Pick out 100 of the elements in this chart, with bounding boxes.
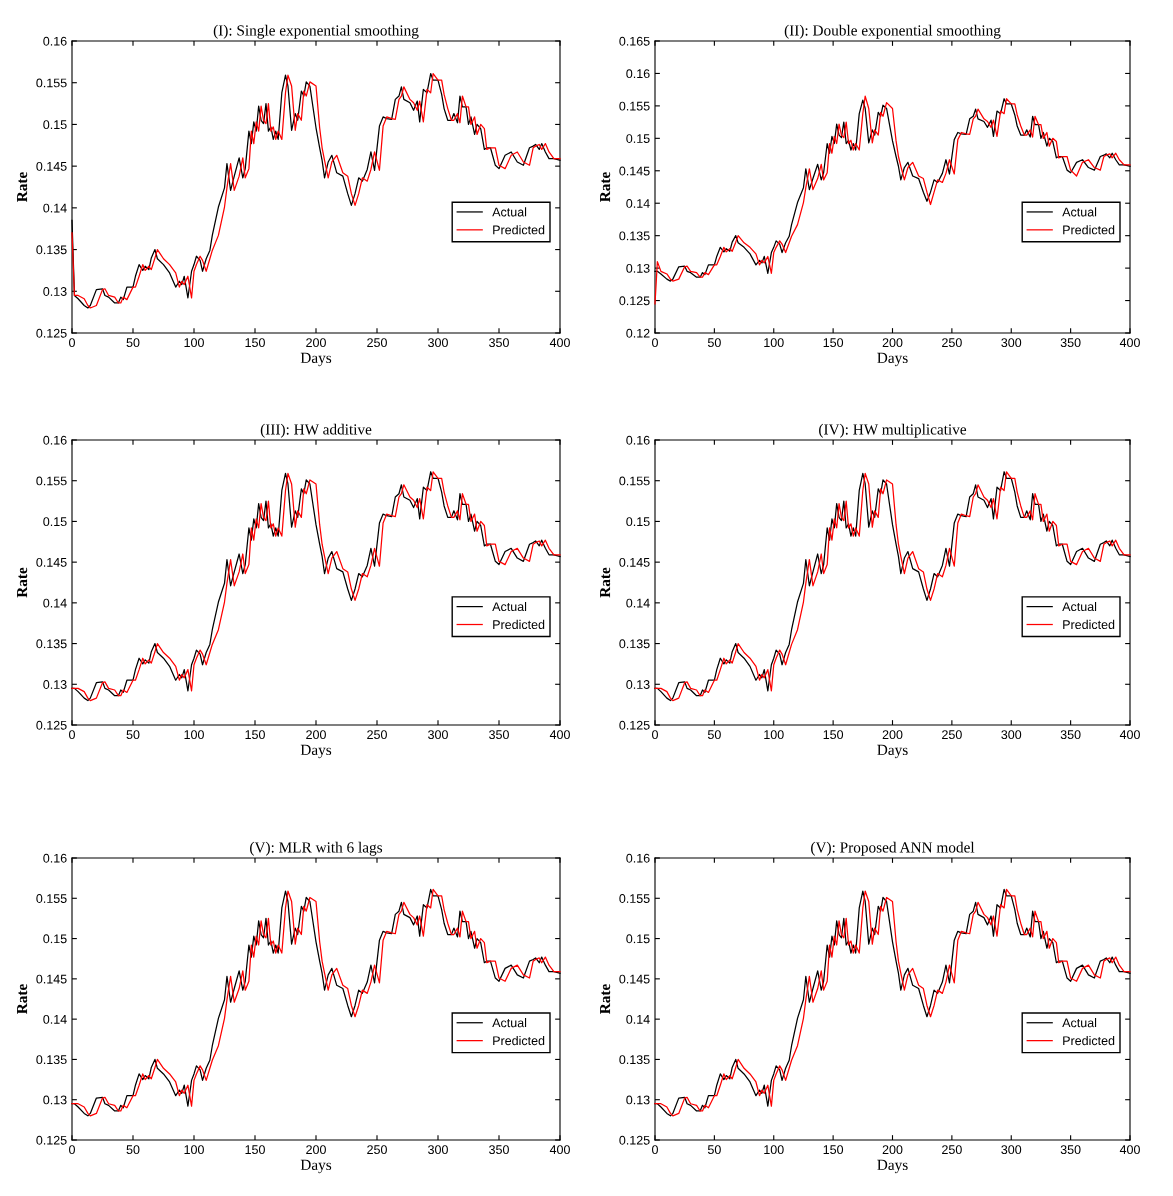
y-tick-label: 0.125 xyxy=(619,296,650,306)
x-tick-label: 350 xyxy=(1060,338,1081,348)
y-tick-label: 0.125 xyxy=(36,1135,67,1145)
x-tick-label: 400 xyxy=(1119,338,1140,348)
x-tick-label: 150 xyxy=(245,730,265,740)
y-tick-label: 0.12 xyxy=(626,328,650,338)
x-tick-label: 350 xyxy=(489,730,509,740)
x-axis-title: Days xyxy=(877,1159,908,1174)
y-tick-label: 0.135 xyxy=(619,639,650,649)
x-axis-title: Days xyxy=(877,744,908,759)
y-tick-label: 0.16 xyxy=(43,853,67,863)
legend-label: Predicted xyxy=(1063,619,1115,630)
legend-label: Actual xyxy=(492,1018,527,1028)
x-tick-label: 0 xyxy=(69,1145,75,1155)
x-tick-label: 400 xyxy=(549,730,570,740)
legend-label: Predicted xyxy=(1063,1035,1115,1046)
legend-label: Predicted xyxy=(1063,225,1115,235)
y-tick-label: 0.16 xyxy=(43,435,67,445)
chart-title: (II): Double exponential smoothing xyxy=(784,24,1001,39)
y-tick-label: 0.155 xyxy=(619,894,650,903)
x-tick-label: 200 xyxy=(306,730,326,740)
y-tick-label: 0.16 xyxy=(626,69,650,79)
y-tick-label: 0.165 xyxy=(619,36,650,46)
y-tick-label: 0.145 xyxy=(36,557,67,567)
x-tick-label: 0 xyxy=(652,730,658,740)
y-tick-label: 0.14 xyxy=(43,598,67,608)
x-tick-label: 350 xyxy=(489,1145,509,1155)
chart-title: (III): HW additive xyxy=(260,423,372,438)
x-tick-label: 350 xyxy=(1060,1145,1081,1155)
x-tick-label: 100 xyxy=(184,1145,204,1155)
x-tick-label: 50 xyxy=(126,1145,140,1155)
legend-label: Actual xyxy=(492,207,527,217)
x-tick-label: 300 xyxy=(1001,1145,1022,1155)
x-tick-label: 50 xyxy=(126,730,140,740)
x-tick-label: 50 xyxy=(707,1145,721,1155)
x-axis-title: Days xyxy=(300,352,332,367)
y-tick-label: 0.125 xyxy=(619,720,650,730)
y-tick-label: 0.155 xyxy=(619,101,650,111)
x-tick-label: 150 xyxy=(823,338,844,348)
chart-title: (I): Single exponential smoothing xyxy=(213,24,419,39)
x-tick-label: 300 xyxy=(428,730,448,740)
y-tick-label: 0.14 xyxy=(626,1014,650,1024)
y-tick-label: 0.15 xyxy=(626,134,650,143)
y-tick-label: 0.16 xyxy=(626,853,650,863)
x-tick-label: 400 xyxy=(1119,730,1140,740)
legend-label: Actual xyxy=(1062,1018,1097,1028)
chart-title: (V): Proposed ANN model xyxy=(811,841,975,856)
y-tick-label: 0.13 xyxy=(43,287,67,296)
x-tick-label: 250 xyxy=(367,730,387,740)
x-axis-title: Days xyxy=(877,352,908,367)
y-tick-label: 0.14 xyxy=(43,1014,67,1024)
x-tick-label: 350 xyxy=(1060,730,1081,740)
x-tick-label: 250 xyxy=(367,1145,387,1155)
y-tick-label: 0.145 xyxy=(36,974,67,984)
legend-label: Actual xyxy=(1062,601,1097,612)
y-tick-label: 0.155 xyxy=(36,78,67,88)
x-tick-label: 100 xyxy=(764,730,784,740)
x-tick-label: 150 xyxy=(245,1145,265,1155)
y-tick-label: 0.125 xyxy=(619,1135,650,1145)
x-tick-label: 100 xyxy=(184,730,204,740)
y-tick-label: 0.14 xyxy=(626,598,650,608)
y-tick-label: 0.15 xyxy=(626,517,650,527)
x-tick-label: 50 xyxy=(126,338,140,348)
y-tick-label: 0.135 xyxy=(36,1055,67,1065)
x-tick-label: 100 xyxy=(764,338,784,348)
y-tick-label: 0.13 xyxy=(626,1095,650,1105)
x-tick-label: 50 xyxy=(707,338,721,348)
y-tick-label: 0.145 xyxy=(36,161,67,171)
x-tick-label: 400 xyxy=(549,338,570,348)
x-tick-label: 0 xyxy=(69,730,75,740)
x-tick-label: 350 xyxy=(489,338,509,348)
x-tick-label: 300 xyxy=(1001,730,1022,740)
y-tick-label: 0.16 xyxy=(43,36,67,46)
x-tick-label: 400 xyxy=(1119,1145,1140,1155)
x-tick-label: 250 xyxy=(942,1145,962,1155)
x-tick-label: 150 xyxy=(823,730,844,740)
x-tick-label: 200 xyxy=(882,730,903,740)
y-tick-label: 0.13 xyxy=(626,263,650,273)
x-tick-label: 400 xyxy=(549,1145,570,1155)
legend-label: Predicted xyxy=(493,1035,545,1046)
x-tick-label: 150 xyxy=(823,1145,844,1155)
y-tick-label: 0.15 xyxy=(626,934,650,944)
x-tick-label: 200 xyxy=(882,1145,903,1155)
x-tick-label: 200 xyxy=(306,1145,326,1155)
x-axis-title: Days xyxy=(300,744,332,759)
y-axis-title: Rate xyxy=(17,984,28,1015)
y-axis-title: Rate xyxy=(600,172,611,203)
x-tick-label: 300 xyxy=(1001,338,1022,348)
x-tick-label: 50 xyxy=(707,730,721,740)
x-tick-label: 0 xyxy=(652,1145,658,1155)
x-tick-label: 200 xyxy=(306,338,326,348)
x-tick-label: 250 xyxy=(942,730,962,740)
legend-label: Actual xyxy=(1062,207,1097,217)
y-tick-label: 0.16 xyxy=(626,435,650,445)
y-tick-label: 0.135 xyxy=(619,231,650,241)
x-tick-label: 200 xyxy=(882,338,903,348)
y-tick-label: 0.13 xyxy=(43,680,67,689)
chart-title: (V): MLR with 6 lags xyxy=(250,841,383,856)
x-tick-label: 250 xyxy=(367,338,387,348)
legend-label: Predicted xyxy=(493,225,545,235)
